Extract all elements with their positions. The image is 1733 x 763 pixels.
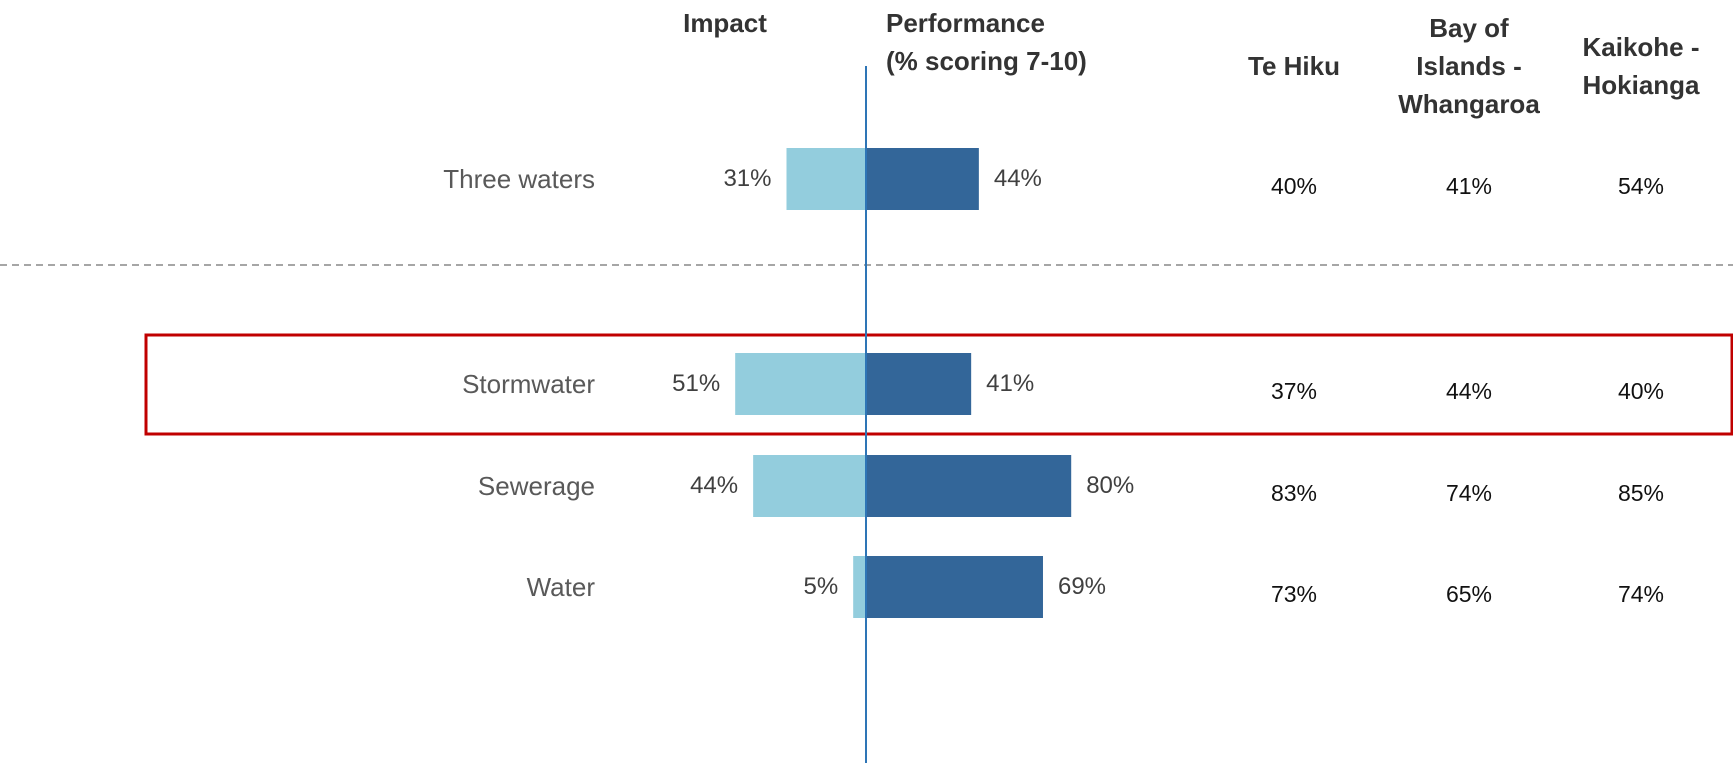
bar	[753, 455, 866, 517]
table-cell: 41%	[1445, 173, 1493, 199]
bar	[866, 556, 1043, 618]
series-header: Performance (% scoring 7-10)	[886, 8, 1087, 76]
table-cell: 74%	[1617, 581, 1665, 607]
bar	[866, 353, 972, 415]
value-label: 80%	[1086, 472, 1135, 499]
value-label: 31%	[723, 165, 772, 192]
category-label: Three waters	[443, 164, 595, 194]
bar	[786, 148, 866, 210]
column-header: Kaikohe - Hokianga	[1582, 32, 1700, 100]
category-label: Sewerage	[477, 471, 595, 501]
column-header: Bay of Islands - Whangaroa	[1398, 13, 1540, 119]
table-cell: 65%	[1445, 581, 1493, 607]
table-cell: 74%	[1445, 480, 1493, 506]
table-cell: 40%	[1617, 378, 1665, 404]
category-label: Water	[526, 572, 595, 602]
column-header: Te Hiku	[1248, 51, 1340, 81]
bar	[866, 148, 979, 210]
value-label: 41%	[986, 370, 1035, 397]
highlight-box	[144, 333, 1733, 436]
value-label: 5%	[803, 573, 839, 600]
value-label: 44%	[993, 165, 1042, 192]
category-label: Stormwater	[462, 369, 595, 399]
table-cell: 83%	[1270, 480, 1318, 506]
bar	[735, 353, 866, 415]
table-cell: 44%	[1445, 378, 1493, 404]
table-cell: 40%	[1270, 173, 1318, 199]
bar	[866, 455, 1072, 517]
table-cell: 54%	[1617, 173, 1665, 199]
value-label: 51%	[672, 370, 721, 397]
bar	[853, 556, 866, 618]
table-cell: 37%	[1270, 378, 1318, 404]
table-cell: 85%	[1617, 480, 1665, 506]
value-label: 69%	[1057, 573, 1107, 600]
value-label: 44%	[690, 472, 739, 499]
table-cell: 73%	[1270, 581, 1318, 607]
series-header: Impact	[683, 8, 767, 38]
